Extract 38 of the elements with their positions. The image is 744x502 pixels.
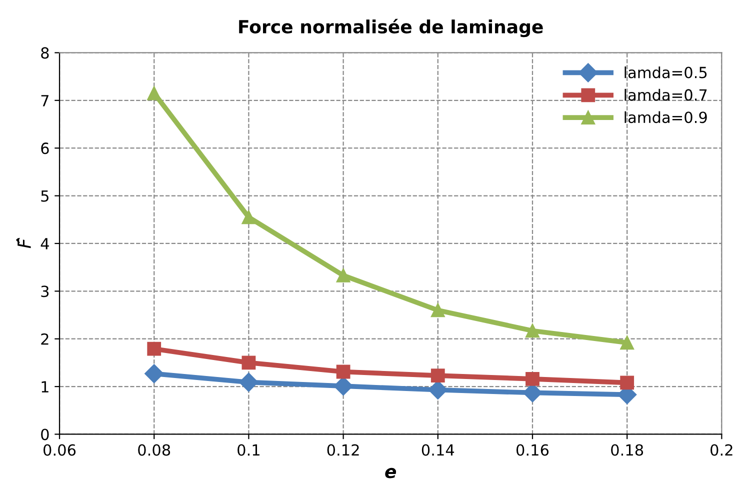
y-tick-label: 4 [40,238,49,250]
x-tick-label: 0.1 [238,444,260,456]
x-tick-label: 0.18 [611,444,644,456]
point [147,86,162,100]
legend-label: lamda=0.9 [624,111,707,124]
point [334,376,353,396]
point [526,324,540,338]
y-tick-label: 8 [41,47,49,59]
y-tick-label: 3 [41,286,49,298]
y-tick-label: 5 [41,190,48,202]
point [336,364,350,379]
point [147,342,162,356]
y-tick-label: 7 [41,95,48,106]
point [620,336,634,350]
legend-label: lamda=0.5 [624,66,707,78]
x-tick-label: 0.06 [44,444,76,456]
point [144,364,164,384]
point [242,210,256,224]
y-tick-label: 2 [41,333,48,345]
point [430,368,445,383]
point [239,372,258,392]
point [242,356,256,370]
x-tick-label: 0.16 [516,444,549,456]
x-tick-label: 0.08 [138,444,170,456]
point [430,303,445,318]
point [620,376,634,390]
point [526,372,540,386]
y-tick-label: 1 [42,381,48,392]
y-axis-title: F̂ [16,238,31,248]
x-tick-label: 0.12 [327,444,359,456]
x-tick-label: 0.2 [710,444,732,456]
point [336,268,350,282]
legend-label: lamda=0.7 [624,88,707,101]
y-tick-label: 6 [41,142,49,154]
y-tick-label: 0 [41,428,49,440]
x-axis-title: e [385,468,396,478]
chart-title: Force normalisée de laminage [239,18,543,38]
x-tick-label: 0.14 [422,444,454,456]
